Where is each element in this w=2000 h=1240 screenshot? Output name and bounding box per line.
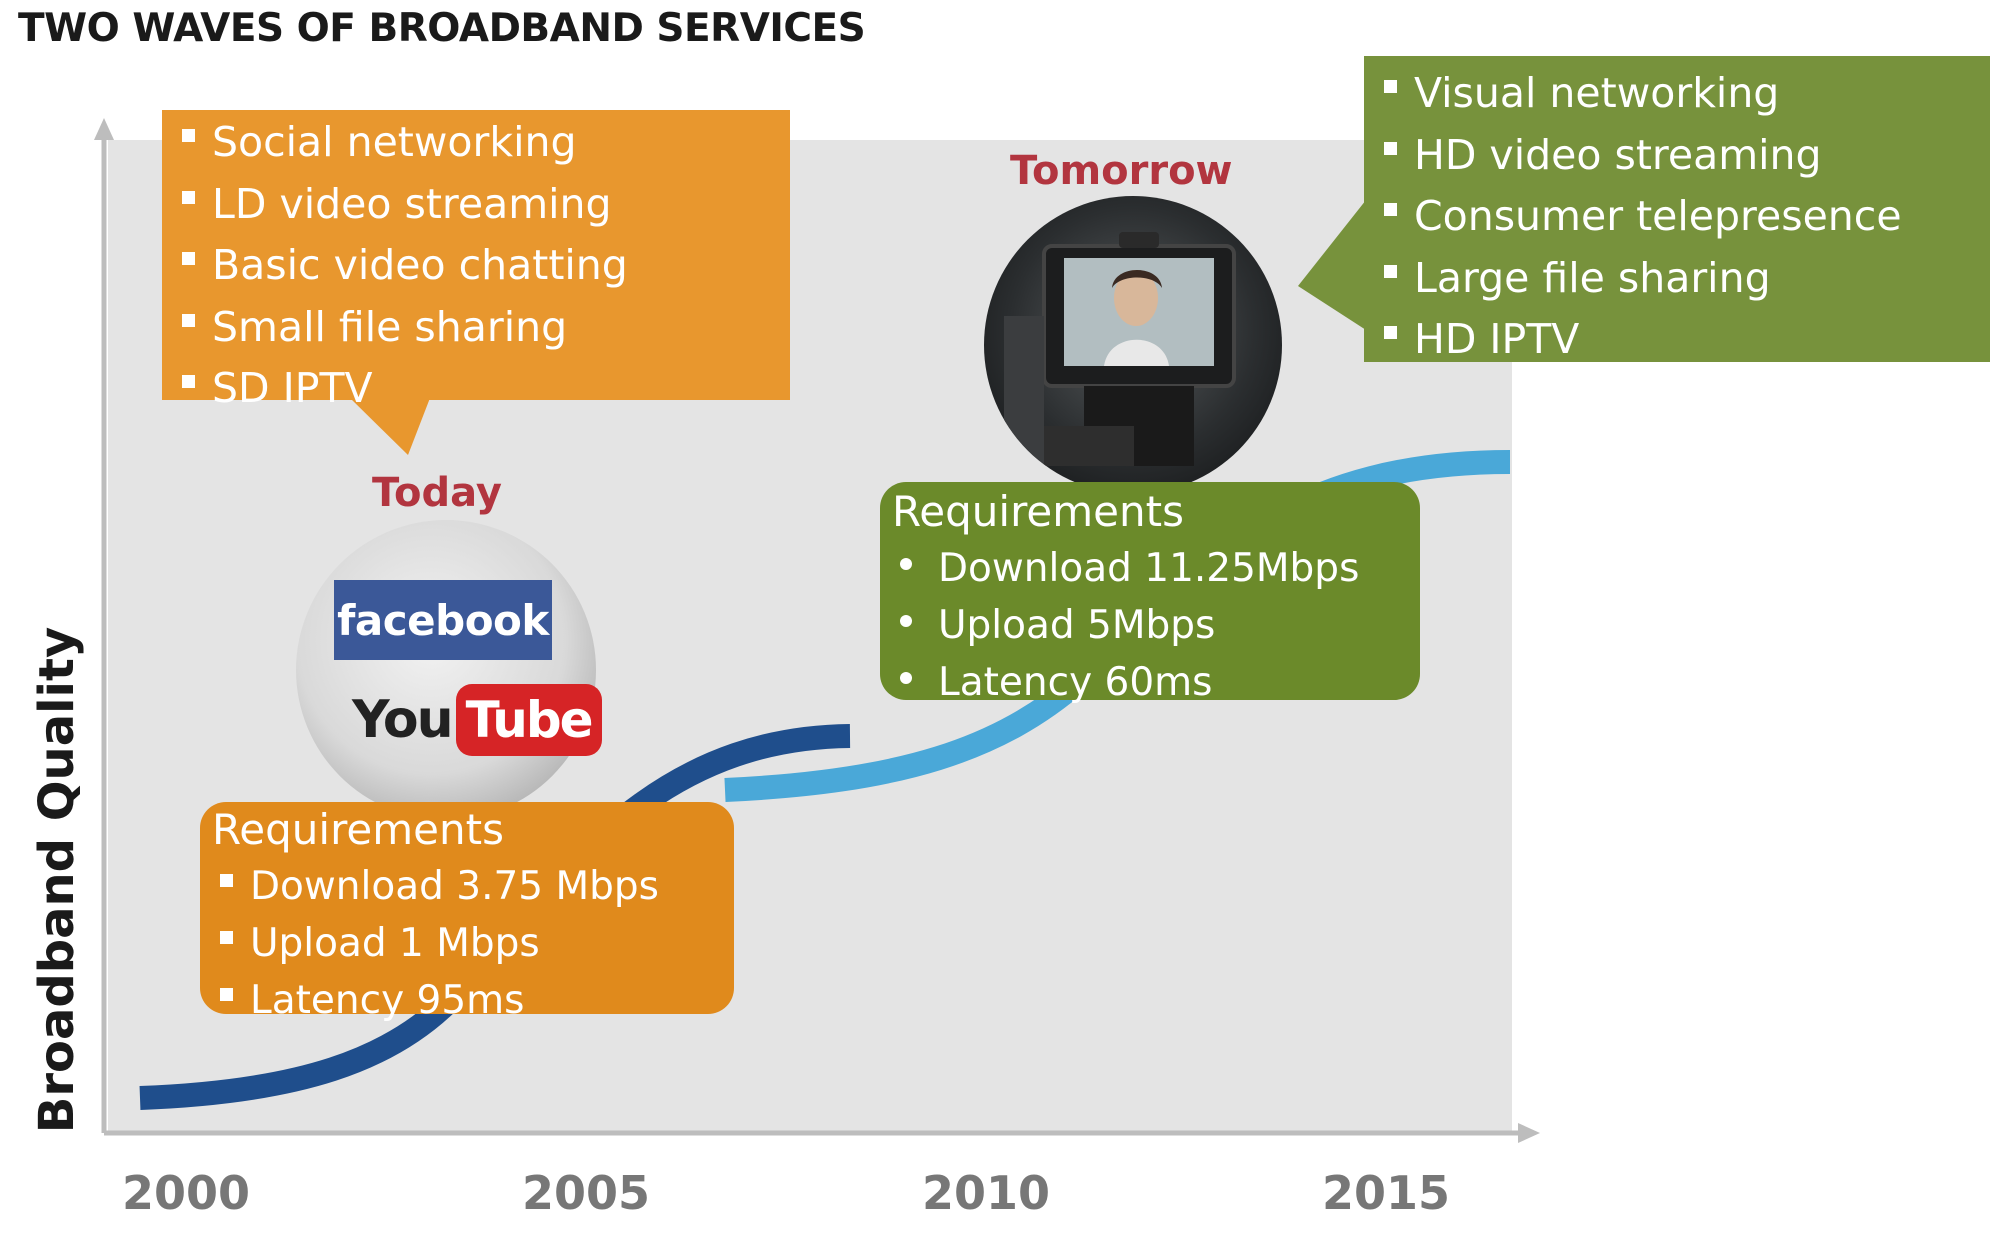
today-requirement-item: Upload 1 Mbps <box>200 915 734 972</box>
today-service-item: SD IPTV <box>162 358 790 420</box>
today-logos-circle: facebook You Tube <box>296 520 602 820</box>
tomorrow-services-callout: Visual networking HD video streaming Con… <box>1364 56 1990 363</box>
tomorrow-label: Tomorrow <box>1010 148 1233 194</box>
tomorrow-requirement-item: Upload 5Mbps <box>880 597 1420 654</box>
diagram-title: TWO WAVES OF BROADBAND SERVICES <box>18 6 866 51</box>
x-tick-2000: 2000 <box>122 1166 251 1220</box>
today-requirement-item: Download 3.75 Mbps <box>200 858 734 915</box>
today-service-item: Social networking <box>162 112 790 174</box>
today-requirements-box: Requirements Download 3.75 Mbps Upload 1… <box>200 802 734 1023</box>
x-tick-2010: 2010 <box>922 1166 1051 1220</box>
today-callout-pointer <box>350 398 430 455</box>
tomorrow-requirements-box: Requirements Download 11.25Mbps Upload 5… <box>880 482 1420 705</box>
telepresence-device-illustration <box>1004 232 1236 466</box>
today-requirement-item: Latency 95ms <box>200 972 734 1029</box>
x-tick-2005: 2005 <box>522 1166 651 1220</box>
today-label: Today <box>372 470 502 516</box>
youtube-logo-tube: Tube <box>455 684 602 756</box>
tomorrow-requirement-item: Latency 60ms <box>880 654 1420 711</box>
youtube-logo-you: You <box>352 690 454 750</box>
today-requirements-title: Requirements <box>212 805 504 854</box>
x-axis <box>104 1123 1540 1143</box>
tomorrow-service-item: HD video streaming <box>1364 125 1990 187</box>
tomorrow-service-item: Visual networking <box>1364 63 1990 125</box>
today-service-item: Basic video chatting <box>162 235 790 297</box>
y-axis <box>94 118 114 1133</box>
x-tick-2015: 2015 <box>1322 1166 1451 1220</box>
tomorrow-requirements-title: Requirements <box>892 487 1184 536</box>
tomorrow-service-item: Large file sharing <box>1364 248 1990 310</box>
today-service-item: Small file sharing <box>162 297 790 359</box>
tomorrow-requirement-item: Download 11.25Mbps <box>880 540 1420 597</box>
tomorrow-service-item: Consumer telepresence <box>1364 186 1990 248</box>
telepresence-photo <box>984 196 1282 494</box>
tomorrow-service-item: HD IPTV <box>1364 309 1990 371</box>
today-service-item: LD video streaming <box>162 174 790 236</box>
tomorrow-callout-pointer <box>1298 200 1366 330</box>
facebook-logo: facebook <box>334 580 552 660</box>
today-services-callout: Social networking LD video streaming Bas… <box>162 110 790 412</box>
youtube-logo: You Tube <box>352 680 602 760</box>
